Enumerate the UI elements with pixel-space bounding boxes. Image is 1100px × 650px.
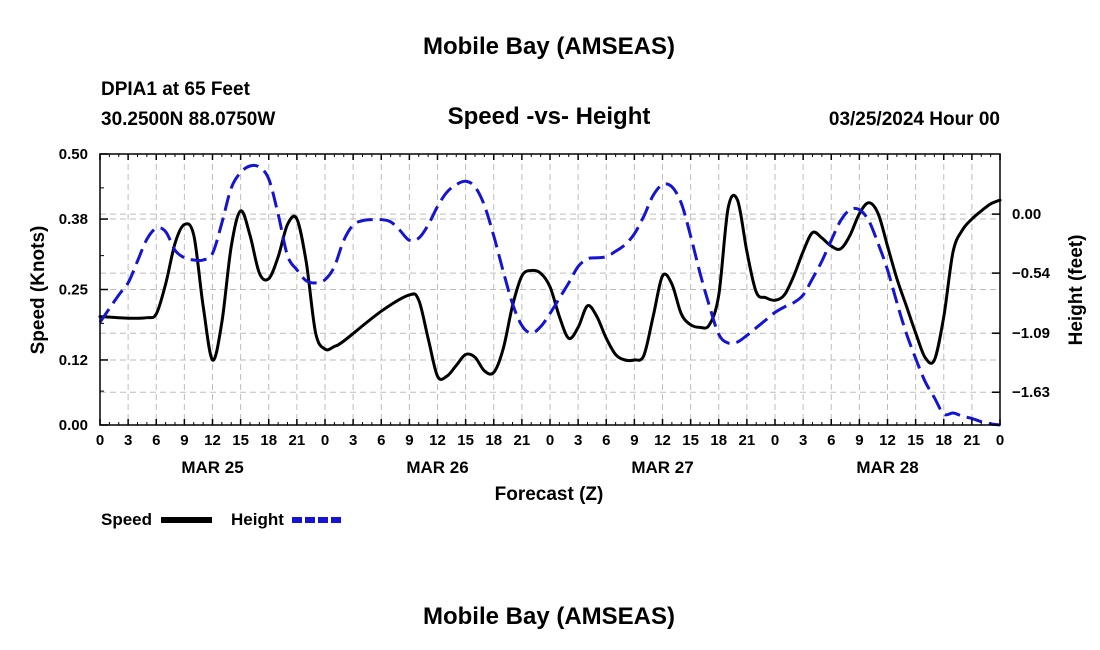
x-tick-label: 0 [96, 432, 104, 449]
height-series-line [98, 163, 1001, 427]
x-tick-label: 18 [710, 432, 727, 449]
speed-series-line [98, 193, 1002, 381]
coordinates-label: 30.2500N 88.0750W [101, 109, 275, 130]
station-label: DPIA1 at 65 Feet [101, 79, 251, 100]
x-tick-label: 15 [457, 432, 474, 449]
y-tick-label: 0.25 [59, 282, 88, 299]
chart-subtitle: Speed -vs- Height [448, 103, 651, 130]
x-tick-label: 12 [879, 432, 896, 449]
x-tick-label: 21 [514, 432, 531, 449]
x-tick-label: 18 [485, 432, 502, 449]
chart-title: Mobile Bay (AMSEAS) [423, 33, 675, 60]
x-tick-label: 3 [799, 432, 807, 449]
y-axis-title: Speed (Knots) [28, 226, 49, 355]
y2-axis-title: Height (feet) [1066, 235, 1087, 346]
x-tick-label: 6 [377, 432, 385, 449]
x-tick-label: 18 [935, 432, 952, 449]
x-tick-label: 12 [654, 432, 671, 449]
x-tick-label: 9 [630, 432, 638, 449]
x-tick-label: 15 [682, 432, 699, 449]
x-day-label: MAR 26 [406, 458, 468, 477]
x-day-label: MAR 25 [181, 458, 243, 477]
y-tick-label: 0.50 [59, 146, 88, 163]
x-tick-label: 6 [602, 432, 610, 449]
legend: Speed Height [101, 510, 342, 529]
y2-tick-label: 0.00 [1012, 206, 1041, 223]
x-tick-label: 9 [855, 432, 863, 449]
x-tick-label: 3 [349, 432, 357, 449]
x-tick-label: 15 [232, 432, 249, 449]
x-tick-label: 9 [405, 432, 413, 449]
x-tick-label: 21 [739, 432, 756, 449]
x-tick-label: 0 [771, 432, 779, 449]
legend-height-label: Height [231, 510, 284, 529]
x-day-label: MAR 28 [856, 458, 918, 477]
legend-speed-label: Speed [101, 510, 152, 529]
y2-tick-label: −0.54 [1012, 265, 1051, 282]
forecast-datetime: 03/25/2024 Hour 00 [829, 109, 1000, 130]
x-tick-label: 18 [260, 432, 277, 449]
x-axis-title: Forecast (Z) [495, 484, 604, 505]
x-day-label: MAR 27 [631, 458, 693, 477]
x-tick-label: 12 [429, 432, 446, 449]
x-tick-label: 3 [574, 432, 582, 449]
x-tick-label: 0 [996, 432, 1004, 449]
series-layer [98, 163, 1002, 427]
x-tick-label: 9 [180, 432, 188, 449]
y-tick-label: 0.00 [59, 417, 88, 434]
x-tick-label: 0 [546, 432, 554, 449]
y2-tick-label: −1.63 [1012, 384, 1050, 401]
y-tick-label: 0.38 [59, 211, 88, 228]
x-tick-label: 12 [204, 432, 221, 449]
x-tick-label: 6 [827, 432, 835, 449]
footer-title: Mobile Bay (AMSEAS) [423, 603, 675, 630]
x-tick-label: 0 [321, 432, 329, 449]
y-tick-label: 0.12 [59, 352, 88, 369]
x-tick-label: 21 [964, 432, 981, 449]
x-tick-label: 21 [289, 432, 306, 449]
y2-tick-label: −1.09 [1012, 325, 1050, 342]
x-tick-label: 6 [152, 432, 160, 449]
axes-layer: 0 3 6 9 12 15 18 21 0 3 6 9 12 15 18 21 0 3 6 9 12 15 18 21 0 3 6 9… [59, 146, 1051, 477]
x-tick-label: 3 [124, 432, 132, 449]
x-tick-label: 15 [907, 432, 924, 449]
